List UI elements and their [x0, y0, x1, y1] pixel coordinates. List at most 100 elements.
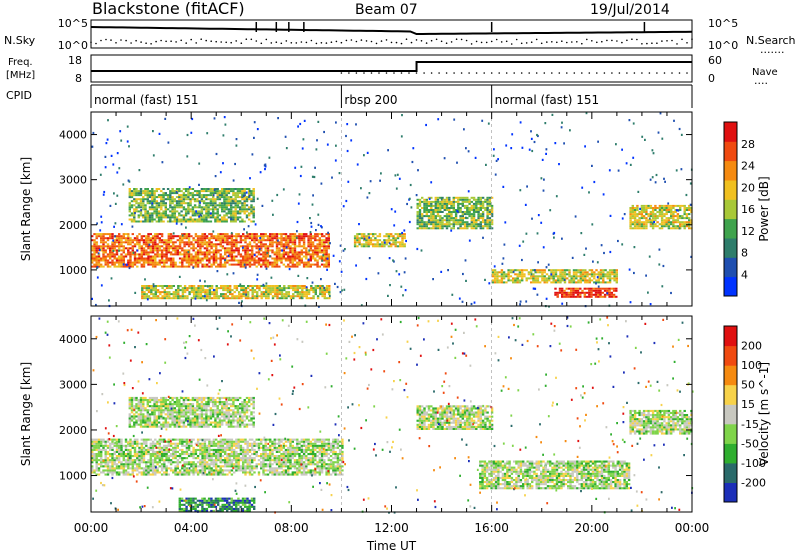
heatmap-cell [276, 297, 279, 300]
heatmap-cell [226, 247, 229, 250]
heatmap-cell [448, 223, 451, 226]
heatmap-speck [127, 179, 130, 182]
heatmap-cell [240, 289, 243, 292]
heatmap-cell [130, 200, 134, 203]
heatmap-cell [142, 192, 145, 195]
heatmap-cell [561, 295, 564, 298]
heatmap-cell [241, 204, 244, 207]
heatmap-speck [209, 212, 212, 215]
heatmap-cell [246, 245, 249, 248]
heatmap-cell [491, 271, 495, 274]
heatmap-cell [138, 261, 141, 264]
heatmap-cell [209, 214, 213, 217]
heatmap-cell [253, 289, 257, 292]
heatmap-cell [172, 297, 175, 300]
heatmap-cell [674, 227, 677, 230]
heatmap-cell [239, 202, 242, 205]
heatmap-cell [140, 442, 143, 445]
heatmap-cell [367, 235, 370, 238]
heatmap-cell [565, 287, 568, 290]
heatmap-cell [200, 200, 204, 203]
heatmap-cell [203, 253, 207, 256]
heatmap-speck [295, 236, 298, 239]
heatmap-cell [681, 217, 684, 220]
heatmap-cell [178, 239, 182, 242]
heatmap-cell [425, 221, 428, 224]
heatmap-speck [186, 133, 189, 137]
heatmap-cell [221, 265, 225, 268]
heatmap-cell [282, 243, 285, 246]
heatmap-cell [602, 277, 605, 280]
nsearch-point [500, 41, 503, 43]
heatmap-cell [674, 221, 677, 224]
heatmap-cell [477, 217, 480, 220]
heatmap-cell [418, 219, 422, 222]
heatmap-cell [645, 219, 648, 222]
heatmap-cell [588, 279, 591, 282]
heatmap-cell [251, 285, 254, 287]
heatmap-cell [133, 253, 137, 256]
heatmap-cell [183, 285, 187, 287]
nsearch-point [661, 40, 663, 42]
heatmap-cell [140, 265, 143, 268]
heatmap-cell [548, 279, 551, 282]
heatmap-cell [651, 225, 655, 228]
nsearch-point [140, 41, 142, 43]
heatmap-cell [665, 217, 668, 220]
heatmap-cell [102, 249, 105, 252]
heatmap-cell [307, 289, 311, 292]
heatmap-cell [106, 471, 110, 474]
heatmap-cell [151, 192, 154, 195]
heatmap-cell [227, 200, 231, 203]
heatmap-cell [432, 200, 435, 203]
heatmap-cell [236, 194, 240, 197]
heatmap-speck [465, 279, 467, 282]
heatmap-cell [221, 208, 224, 211]
heatmap-cell [282, 247, 285, 250]
heatmap-cell [441, 202, 444, 205]
nsearch-point [520, 42, 523, 45]
heatmap-cell [530, 269, 533, 272]
heatmap-cell [586, 279, 589, 282]
heatmap-cell [670, 217, 673, 220]
heatmap-cell [201, 237, 204, 240]
heatmap-cell [202, 218, 206, 221]
heatmap-cell [106, 446, 110, 449]
heatmap-cell [445, 213, 449, 216]
heatmap-cell [208, 243, 211, 246]
heatmap-cell [109, 255, 112, 258]
heatmap-cell [145, 467, 148, 470]
heatmap-cell [291, 249, 294, 252]
heatmap-cell [95, 440, 98, 443]
heatmap-speck [484, 278, 486, 281]
heatmap-cell [445, 198, 449, 201]
heatmap-cell [133, 220, 136, 223]
heatmap-cell [257, 245, 261, 248]
heatmap-cell [219, 257, 222, 260]
heatmap-cell [156, 243, 159, 246]
heatmap-cell [129, 265, 132, 268]
heatmap-cell [672, 211, 675, 213]
heatmap-cell [273, 237, 276, 240]
heatmap-cell [390, 239, 393, 242]
heatmap-cell [133, 450, 137, 453]
heatmap-cell [472, 202, 476, 205]
heatmap-cell [156, 446, 159, 449]
heatmap-cell [200, 196, 204, 199]
heatmap-cell [182, 202, 186, 205]
heatmap-cell [127, 243, 130, 246]
heatmap-cell [656, 217, 659, 220]
heatmap-cell [163, 289, 166, 292]
heatmap-cell [115, 450, 119, 453]
heatmap-speck [345, 134, 347, 138]
heatmap-cell [293, 235, 297, 238]
heatmap-cell [154, 293, 157, 296]
heatmap-cell [369, 237, 373, 240]
heatmap-cell [260, 247, 263, 250]
heatmap-cell [238, 295, 241, 298]
heatmap-cell [262, 239, 265, 242]
heatmap-cell [305, 249, 308, 252]
heatmap-cell [232, 190, 235, 193]
heatmap-cell [257, 259, 261, 262]
heatmap-cell [227, 192, 231, 195]
